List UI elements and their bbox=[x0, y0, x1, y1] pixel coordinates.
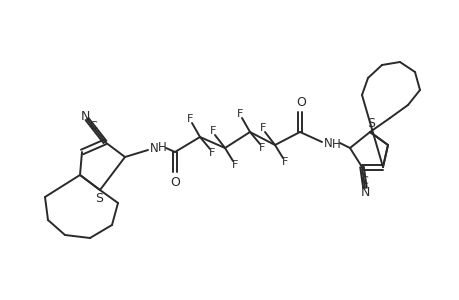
Text: O: O bbox=[170, 176, 179, 188]
Text: C: C bbox=[89, 121, 97, 131]
Text: F: F bbox=[258, 143, 264, 153]
Text: N: N bbox=[80, 110, 90, 122]
Text: H: H bbox=[331, 137, 340, 151]
Text: F: F bbox=[186, 114, 193, 124]
Text: F: F bbox=[209, 126, 216, 136]
Text: C: C bbox=[359, 176, 367, 186]
Text: F: F bbox=[231, 160, 238, 170]
Text: F: F bbox=[236, 109, 243, 119]
Text: S: S bbox=[366, 116, 374, 130]
Text: F: F bbox=[259, 123, 266, 133]
Text: H: H bbox=[157, 140, 166, 154]
Text: F: F bbox=[281, 157, 287, 167]
Text: N: N bbox=[323, 136, 332, 149]
Text: O: O bbox=[296, 95, 305, 109]
Text: S: S bbox=[95, 193, 103, 206]
Text: F: F bbox=[208, 148, 215, 158]
Text: N: N bbox=[359, 185, 369, 199]
Text: N: N bbox=[149, 142, 158, 154]
